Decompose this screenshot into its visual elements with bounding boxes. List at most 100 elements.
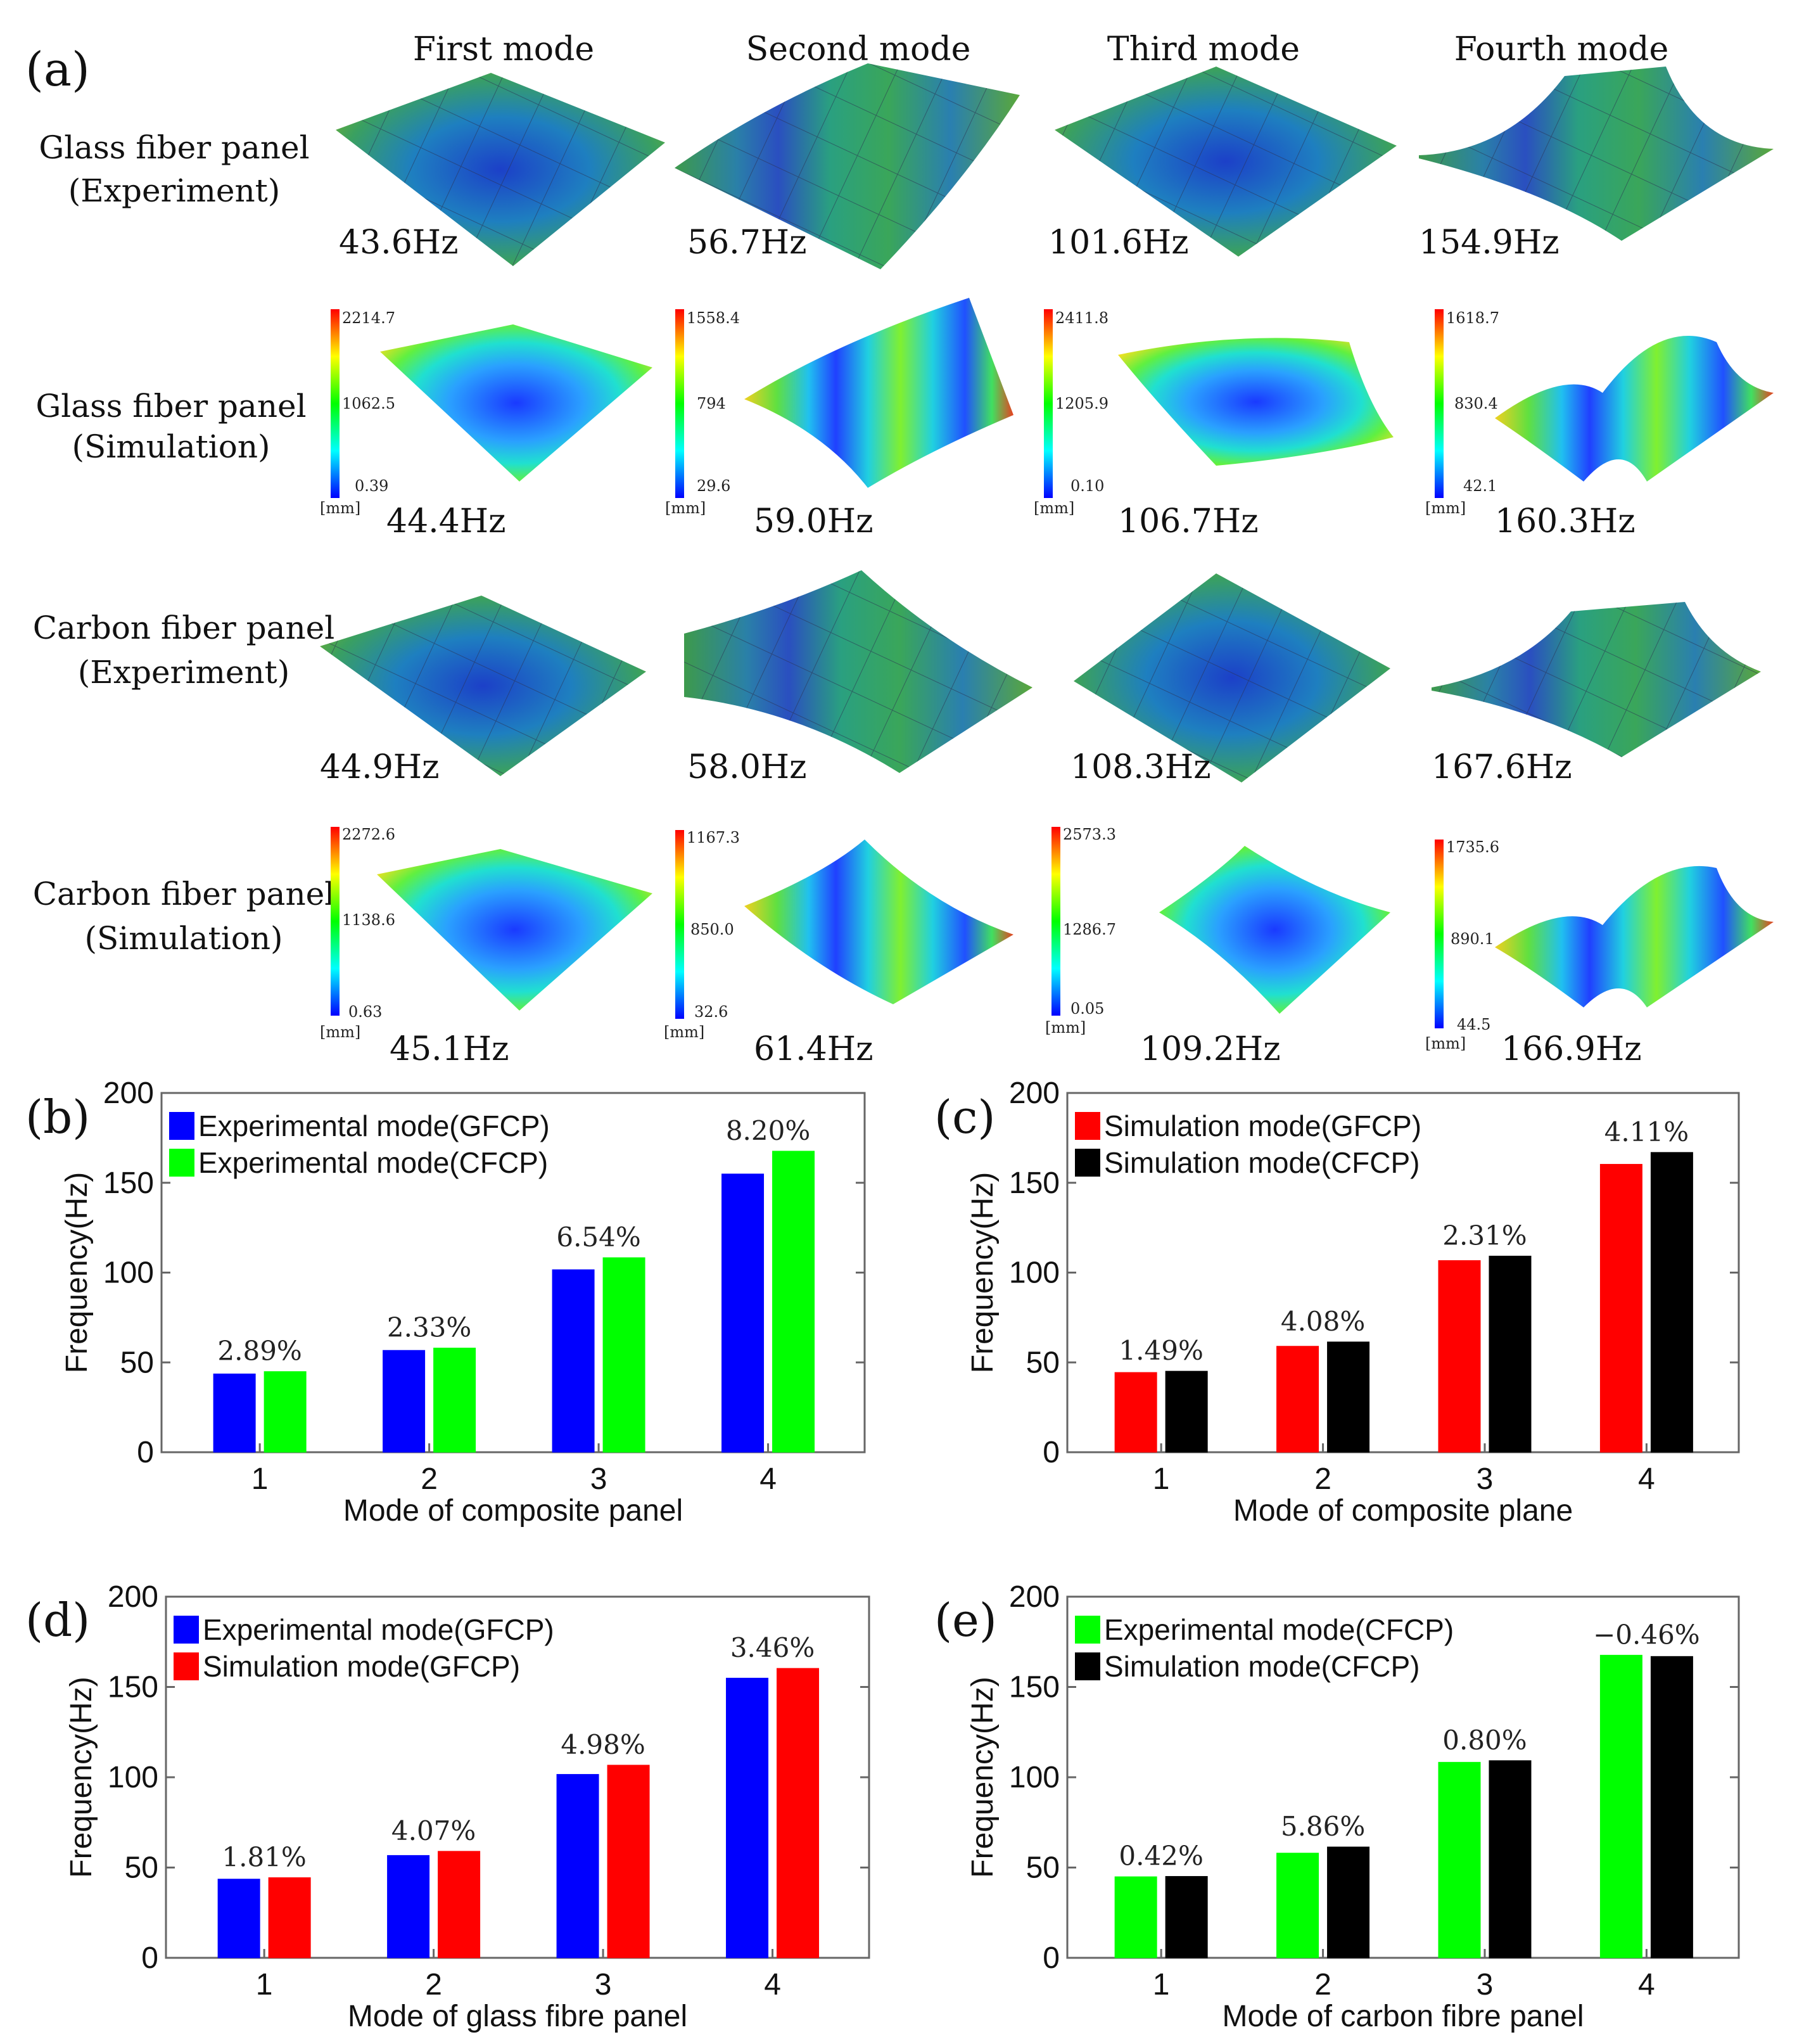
legend-swatch xyxy=(169,1149,194,1177)
x-tick-label: 3 xyxy=(595,1968,612,2002)
x-axis-label: Mode of glass fibre panel xyxy=(348,2000,687,2033)
freq-carbon-sim-4: 166.9Hz xyxy=(1501,1030,1642,1068)
bar-series1-mode1 xyxy=(1114,1876,1157,1958)
bar-series1-mode1 xyxy=(217,1879,260,1958)
cbar-min-carbon-sim-1: 0.63 xyxy=(348,1003,382,1021)
cbar-max-glass-sim-2: 1558.4 xyxy=(687,309,740,327)
colorbar-carbon-sim-3 xyxy=(1051,827,1060,1016)
cbar-mid-glass-sim-2: 794 xyxy=(697,395,726,412)
cbar-max-glass-sim-4: 1618.7 xyxy=(1446,309,1499,327)
difference-annotation: 4.11% xyxy=(1604,1116,1689,1147)
x-axis-label: Mode of composite panel xyxy=(343,1494,683,1528)
bar-chart-b: (b) 0 50 100 150 200 1 2.89% 2 2.33% 3 6.54% 4 8.20% E… xyxy=(25,1076,866,1528)
mode-shape-glass-sim-3 xyxy=(1118,338,1394,466)
bar-series1-mode3 xyxy=(1438,1260,1481,1453)
y-tick-label: 200 xyxy=(1009,1580,1060,1614)
legend-swatch xyxy=(1075,1616,1100,1644)
difference-annotation: 0.42% xyxy=(1119,1840,1203,1871)
x-tick-label: 2 xyxy=(1314,1462,1331,1496)
cbar-max-glass-sim-3: 2411.8 xyxy=(1055,309,1108,327)
cbar-min-glass-sim-2: 29.6 xyxy=(697,477,730,495)
bar-series2-mode1 xyxy=(264,1371,307,1453)
y-tick-label: 100 xyxy=(108,1761,158,1794)
freq-carbon-sim-3: 109.2Hz xyxy=(1140,1030,1281,1068)
x-tick-label: 3 xyxy=(1477,1968,1494,2002)
freq-carbon-exp-4: 167.6Hz xyxy=(1432,748,1572,786)
bar-chart-e: (e) 0 50 100 150 200 1 0.42% 2 5.86% 3 0.80% 4 −0.46%… xyxy=(934,1580,1740,2033)
row-label-glass-simulation-line1: Glass fiber panel xyxy=(35,388,306,425)
y-tick-label: 150 xyxy=(1009,1671,1060,1704)
difference-annotation: 4.98% xyxy=(561,1729,645,1760)
y-tick-label: 150 xyxy=(1009,1166,1060,1200)
bar-series1-mode4 xyxy=(726,1678,769,1958)
legend-swatch xyxy=(1075,1112,1100,1140)
bar-series2-mode3 xyxy=(602,1257,645,1453)
x-tick-label: 2 xyxy=(425,1968,442,2002)
bar-series2-mode3 xyxy=(1489,1760,1532,1958)
difference-annotation: 8.20% xyxy=(726,1115,810,1146)
x-tick-label: 4 xyxy=(759,1462,777,1496)
x-tick-label: 2 xyxy=(1314,1968,1331,2002)
colorbar-labels-glass-simulation: 2214.7 1062.5 0.39 [mm] 1558.4 794 29.6 … xyxy=(320,309,1499,517)
row-labels: Glass fiber panel (Experiment) Glass fib… xyxy=(33,129,335,957)
freq-glass-exp-3: 101.6Hz xyxy=(1048,224,1189,262)
cbar-min-carbon-sim-2: 32.6 xyxy=(694,1003,728,1021)
bar-series1-mode4 xyxy=(721,1173,765,1453)
cbar-max-carbon-sim-1: 2272.6 xyxy=(342,826,395,843)
difference-annotation: 2.33% xyxy=(387,1312,471,1343)
freq-glass-sim-4: 160.3Hz xyxy=(1495,502,1636,540)
legend-label: Simulation mode(GFCP) xyxy=(203,1650,520,1683)
mode-shape-carbon-sim-3 xyxy=(1159,846,1390,1014)
x-tick-label: 1 xyxy=(251,1462,269,1496)
mode-shape-carbon-sim-2 xyxy=(744,840,1013,1004)
cbar-min-glass-sim-1: 0.39 xyxy=(355,477,388,495)
row-label-carbon-simulation-line1: Carbon fiber panel xyxy=(33,876,335,912)
colorbar-labels-carbon-simulation: 2272.6 1138.6 0.63 [mm] 1167.3 850.0 32.… xyxy=(320,826,1499,1052)
bar-series2-mode2 xyxy=(438,1851,481,1958)
bar-series1-mode2 xyxy=(1276,1853,1319,1958)
difference-annotation: 4.08% xyxy=(1281,1306,1365,1337)
difference-annotation: 3.46% xyxy=(730,1632,815,1663)
cbar-unit-glass-sim-1: [mm] xyxy=(320,499,360,517)
legend-swatch xyxy=(174,1652,199,1680)
difference-annotation: 0.80% xyxy=(1442,1725,1527,1756)
x-tick-label: 4 xyxy=(764,1968,781,2002)
legend-swatch xyxy=(174,1616,199,1644)
bar-series2-mode2 xyxy=(1327,1341,1370,1453)
bar-series2-mode3 xyxy=(1489,1255,1532,1453)
bar-series1-mode4 xyxy=(1599,1654,1642,1958)
cbar-mid-carbon-sim-3: 1286.7 xyxy=(1063,921,1116,938)
bar-series2-mode4 xyxy=(1650,1656,1693,1958)
bar-chart-d: (d) 0 50 100 150 200 1 1.81% 2 4.07% 3 4.98% 4 3.46% E… xyxy=(25,1580,870,2033)
y-tick-label: 50 xyxy=(120,1346,154,1379)
mode-shape-glass-sim-4 xyxy=(1495,336,1774,482)
row-label-carbon-experiment-line2: (Experiment) xyxy=(78,654,290,691)
y-tick-label: 100 xyxy=(1009,1256,1060,1290)
freq-glass-sim-3: 106.7Hz xyxy=(1118,502,1259,540)
column-header-third-mode: Third mode xyxy=(1107,30,1300,68)
row-label-glass-experiment-line2: (Experiment) xyxy=(68,172,281,209)
x-tick-label: 2 xyxy=(421,1462,438,1496)
x-tick-label: 3 xyxy=(590,1462,607,1496)
legend-label: Experimental mode(CFCP) xyxy=(1104,1613,1454,1646)
x-axis-label: Mode of composite plane xyxy=(1233,1494,1573,1528)
colorbar-glass-sim-1 xyxy=(331,309,340,498)
freq-carbon-exp-1: 44.9Hz xyxy=(320,748,440,786)
cbar-unit-carbon-sim-4: [mm] xyxy=(1425,1035,1466,1052)
panel-letter: (e) xyxy=(934,1594,997,1647)
difference-annotation: 2.31% xyxy=(1442,1220,1527,1251)
mode-shape-carbon-sim-1 xyxy=(377,849,652,1011)
column-header-fourth-mode: Fourth mode xyxy=(1454,30,1668,68)
panel-letter: (c) xyxy=(934,1090,996,1144)
bar-series2-mode3 xyxy=(607,1765,650,1958)
bar-series1-mode2 xyxy=(387,1855,430,1958)
difference-annotation: 1.49% xyxy=(1119,1335,1203,1366)
y-axis-label: Frequency(Hz) xyxy=(60,1172,94,1373)
frequencies-glass-simulation: 44.4Hz 59.0Hz 106.7Hz 160.3Hz xyxy=(386,502,1636,540)
legend-swatch xyxy=(1075,1652,1100,1680)
bar-series1-mode1 xyxy=(213,1373,256,1453)
row-label-glass-simulation-line2: (Simulation) xyxy=(72,428,270,465)
legend-label: Experimental mode(GFCP) xyxy=(198,1109,550,1142)
y-tick-label: 0 xyxy=(141,1941,158,1975)
